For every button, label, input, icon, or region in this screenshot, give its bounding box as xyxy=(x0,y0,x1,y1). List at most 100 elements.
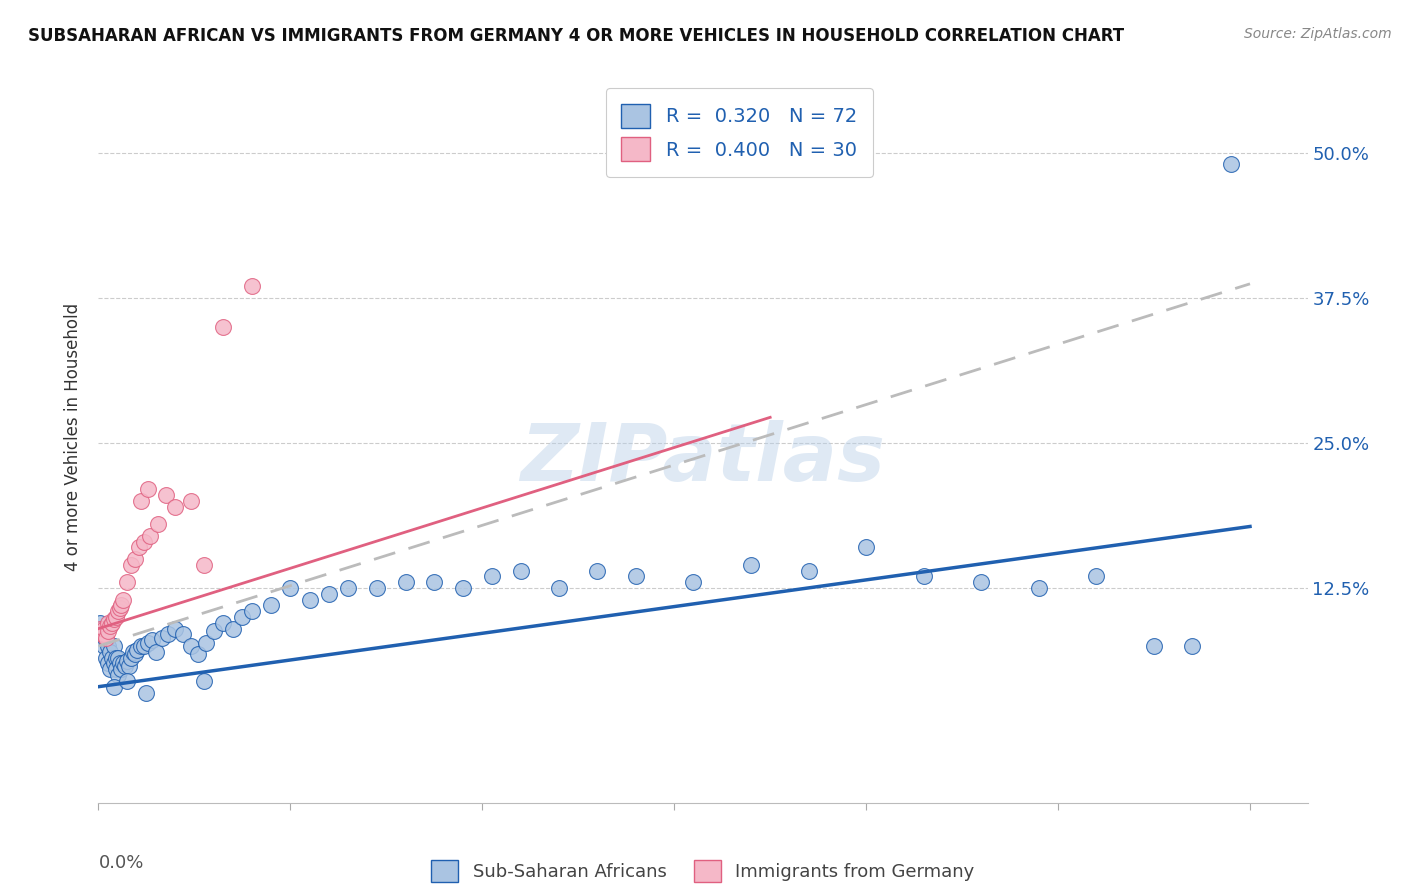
Point xyxy=(124,552,146,566)
Point xyxy=(129,639,152,653)
Point xyxy=(104,650,127,665)
Point xyxy=(115,654,138,668)
Point xyxy=(1085,569,1108,583)
Point xyxy=(108,657,131,671)
Point xyxy=(136,483,159,497)
Point xyxy=(136,635,159,649)
Point xyxy=(172,627,194,641)
Point xyxy=(124,647,146,661)
Point xyxy=(146,517,169,532)
Point xyxy=(135,685,157,699)
Point xyxy=(202,624,225,638)
Point xyxy=(212,319,235,334)
Point xyxy=(336,581,359,595)
Point xyxy=(240,279,263,293)
Point xyxy=(93,639,115,653)
Point xyxy=(165,500,187,514)
Point xyxy=(103,680,125,694)
Point xyxy=(98,645,121,659)
Point xyxy=(366,581,388,595)
Point xyxy=(112,592,135,607)
Point xyxy=(212,615,235,630)
Point xyxy=(120,558,142,572)
Point xyxy=(89,622,111,636)
Point xyxy=(423,575,446,590)
Point xyxy=(101,615,124,630)
Point xyxy=(155,488,177,502)
Point xyxy=(165,622,187,636)
Point xyxy=(1143,639,1166,653)
Point xyxy=(107,668,129,682)
Point xyxy=(110,599,132,613)
Point xyxy=(481,569,503,583)
Point xyxy=(222,622,245,636)
Text: ZIPatlas: ZIPatlas xyxy=(520,420,886,498)
Point xyxy=(180,494,202,508)
Point xyxy=(740,558,762,572)
Point xyxy=(114,658,136,673)
Point xyxy=(112,657,135,671)
Point xyxy=(125,642,148,657)
Point xyxy=(134,534,156,549)
Point xyxy=(103,657,125,671)
Point xyxy=(103,639,125,653)
Point xyxy=(89,615,111,630)
Point xyxy=(97,615,120,630)
Point xyxy=(509,564,531,578)
Point xyxy=(797,564,820,578)
Point xyxy=(912,569,935,583)
Point xyxy=(91,627,114,641)
Point xyxy=(94,650,117,665)
Text: 0.0%: 0.0% xyxy=(98,854,143,872)
Point xyxy=(586,564,609,578)
Point xyxy=(118,658,141,673)
Point xyxy=(129,494,152,508)
Point xyxy=(97,624,120,638)
Point xyxy=(682,575,704,590)
Point xyxy=(94,631,117,645)
Point xyxy=(97,639,120,653)
Point xyxy=(280,581,302,595)
Point xyxy=(110,662,132,676)
Y-axis label: 4 or more Vehicles in Household: 4 or more Vehicles in Household xyxy=(65,303,83,571)
Point xyxy=(1028,581,1050,595)
Point xyxy=(231,610,253,624)
Text: Source: ZipAtlas.com: Source: ZipAtlas.com xyxy=(1244,27,1392,41)
Point xyxy=(104,610,127,624)
Text: SUBSAHARAN AFRICAN VS IMMIGRANTS FROM GERMANY 4 OR MORE VEHICLES IN HOUSEHOLD CO: SUBSAHARAN AFRICAN VS IMMIGRANTS FROM GE… xyxy=(28,27,1125,45)
Point xyxy=(101,650,124,665)
Point xyxy=(139,529,162,543)
Point xyxy=(98,662,121,676)
Point xyxy=(156,627,179,641)
Point xyxy=(115,575,138,590)
Point xyxy=(548,581,571,595)
Point xyxy=(115,673,138,688)
Legend: Sub-Saharan Africans, Immigrants from Germany: Sub-Saharan Africans, Immigrants from Ge… xyxy=(425,853,981,888)
Point xyxy=(94,633,117,648)
Point xyxy=(98,619,121,633)
Point xyxy=(1181,639,1204,653)
Point xyxy=(193,558,215,572)
Point xyxy=(107,650,129,665)
Point xyxy=(298,592,321,607)
Point xyxy=(260,599,283,613)
Point xyxy=(451,581,474,595)
Point xyxy=(193,673,215,688)
Point xyxy=(103,612,125,626)
Point xyxy=(187,647,209,661)
Point xyxy=(194,635,217,649)
Point xyxy=(180,639,202,653)
Point xyxy=(97,657,120,671)
Point xyxy=(93,627,115,641)
Point xyxy=(108,600,131,615)
Point xyxy=(104,662,127,676)
Point xyxy=(93,622,115,636)
Point xyxy=(128,541,150,555)
Point xyxy=(91,622,114,636)
Point xyxy=(318,587,340,601)
Point xyxy=(107,604,129,618)
Point xyxy=(240,604,263,618)
Point xyxy=(624,569,647,583)
Point xyxy=(122,645,145,659)
Point xyxy=(1219,157,1241,171)
